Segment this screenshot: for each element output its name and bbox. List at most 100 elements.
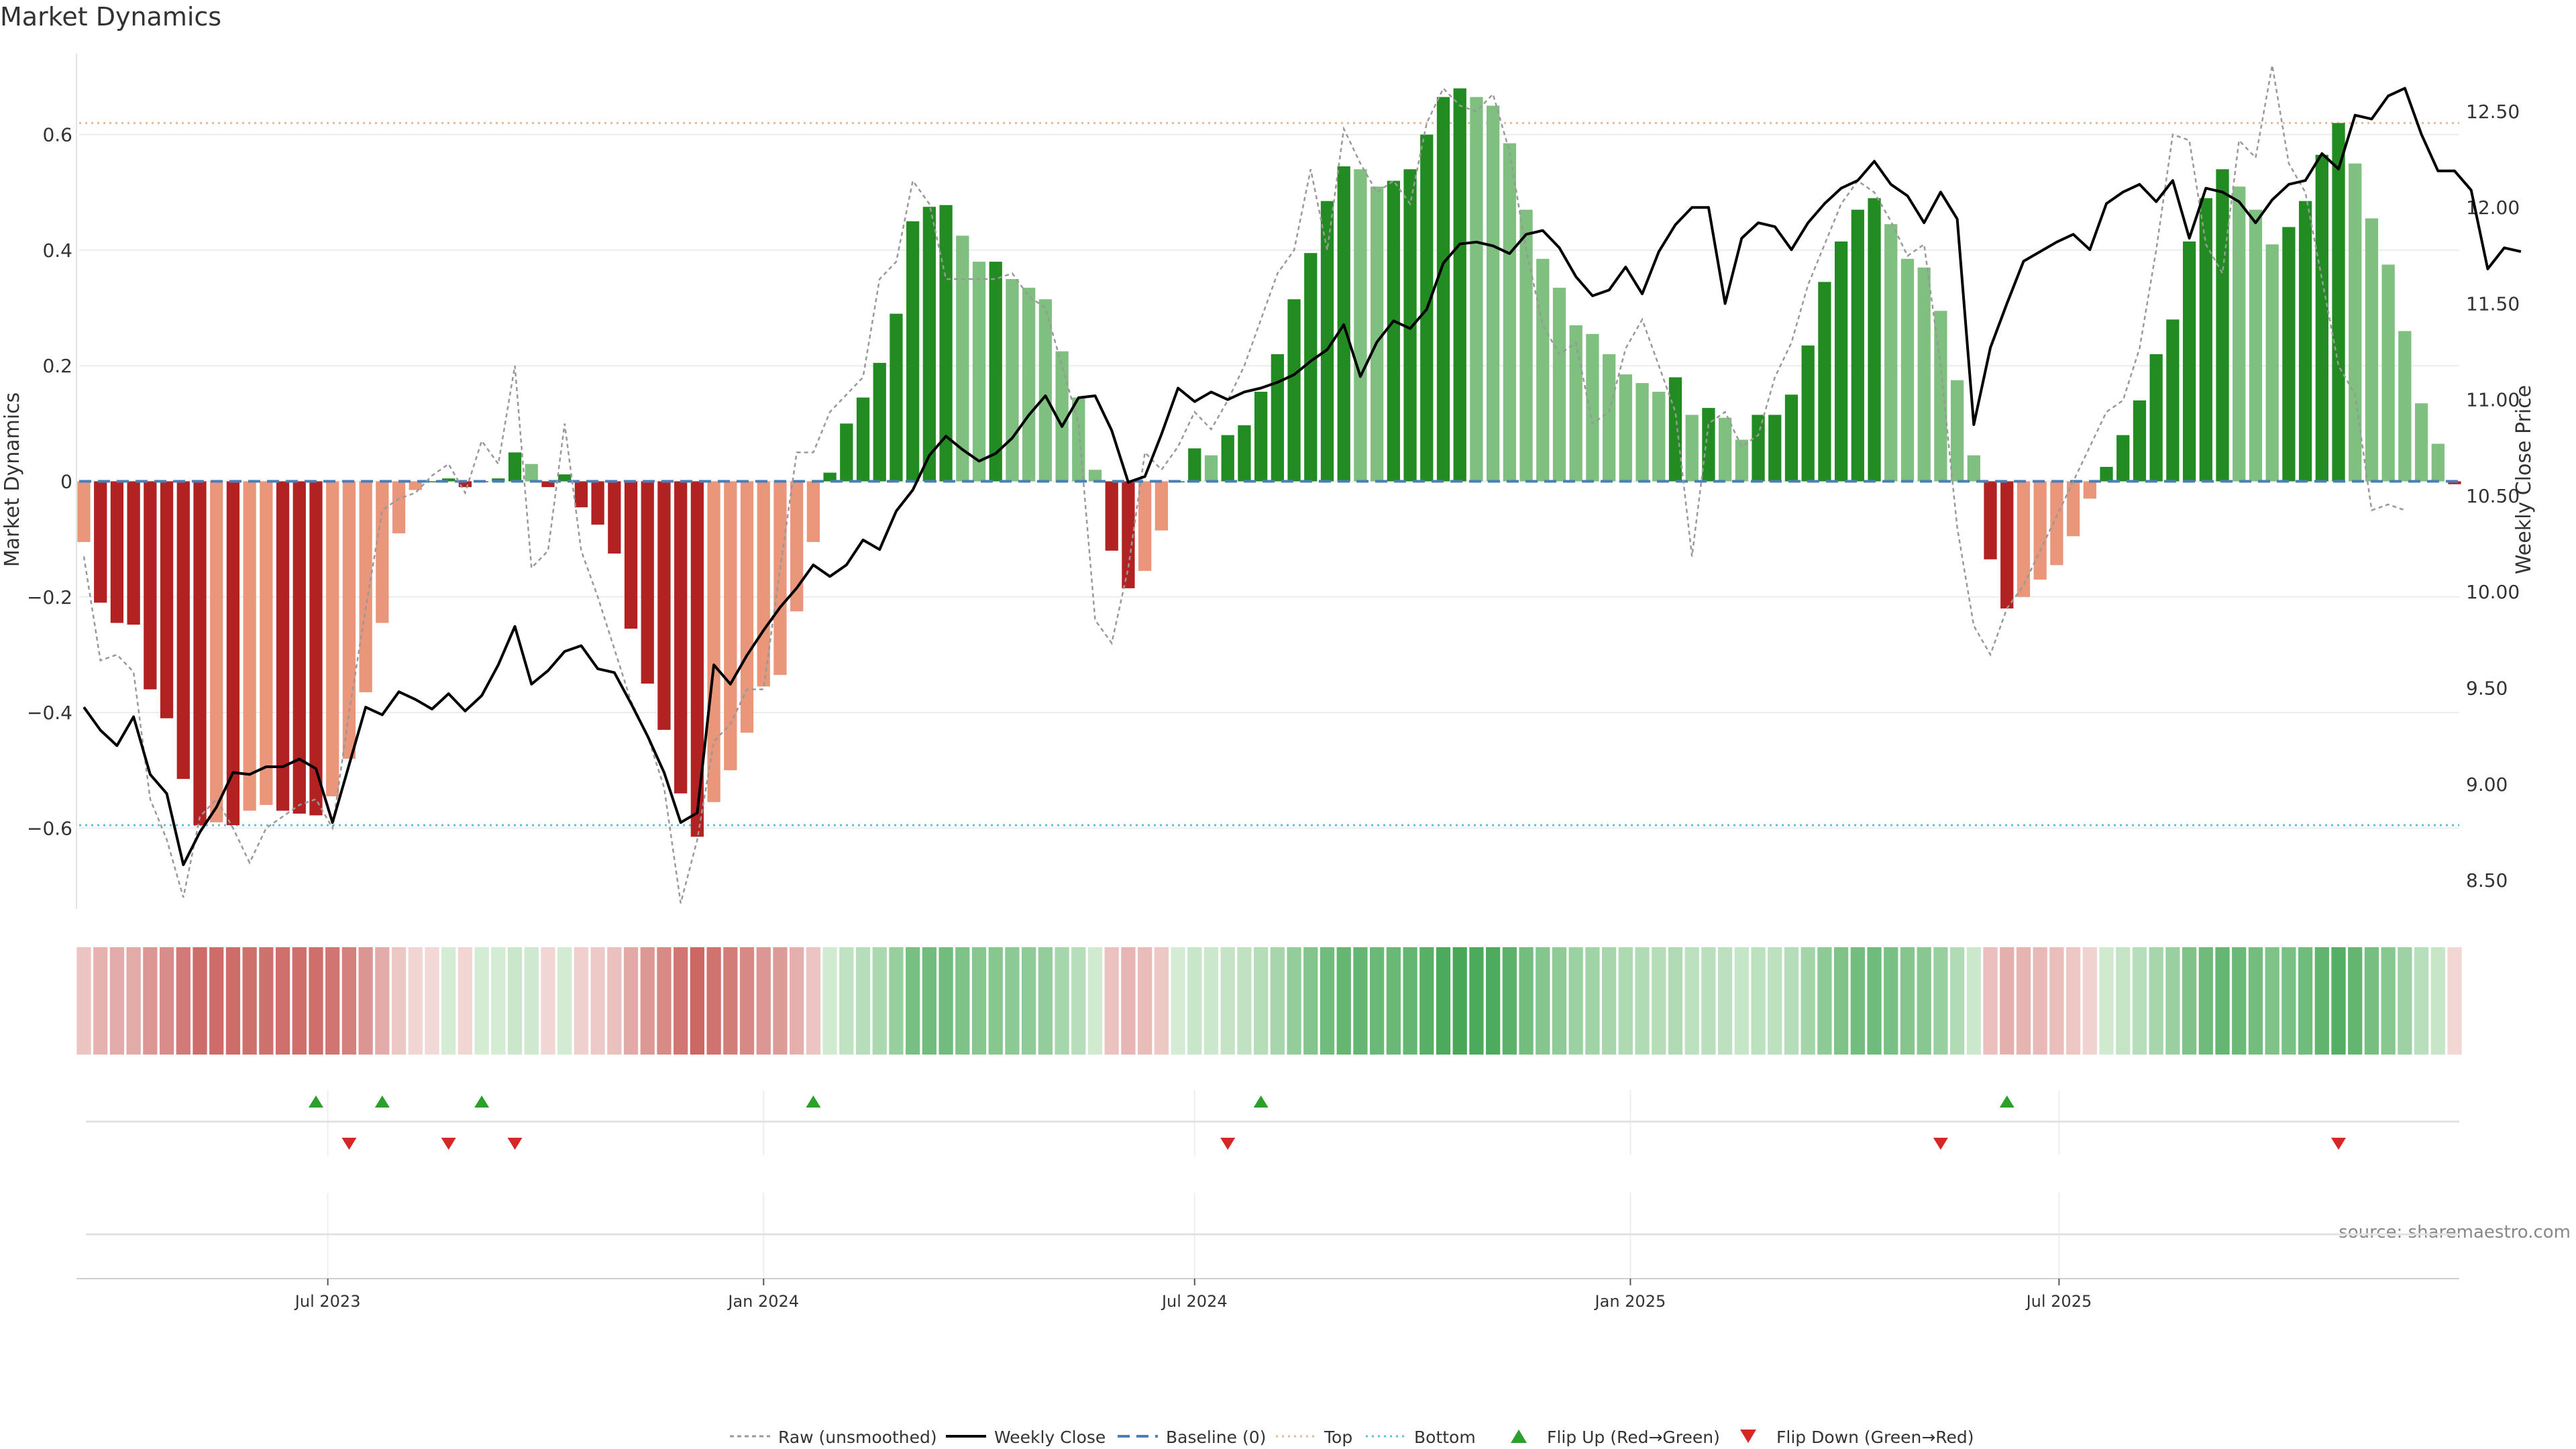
heat-strip-cell (507, 947, 523, 1055)
heat-strip-cell (143, 947, 158, 1055)
legend-swatch-flip-down (1740, 1430, 1756, 1443)
dynamics-bar (2448, 481, 2461, 484)
heat-strip-cell (1684, 947, 1699, 1055)
dynamics-bar (1718, 417, 1732, 482)
heat-strip-cell (1254, 947, 1269, 1055)
dynamics-bar (1536, 258, 1550, 482)
dynamics-bar (1967, 455, 1980, 482)
heat-strip-cell (391, 947, 407, 1055)
heat-strip-cell (607, 947, 622, 1055)
heat-strip-cell (1403, 947, 1417, 1055)
heat-strip-cell (2364, 947, 2379, 1055)
dynamics-bar (359, 481, 372, 692)
heat-strip-cell (1900, 947, 1915, 1055)
y2-axis-label: Weekly Close Price (2512, 385, 2536, 574)
dynamics-bar (690, 481, 704, 837)
dynamics-bar (591, 481, 604, 525)
heat-strip-cell (2000, 947, 2015, 1055)
heat-strip-cell (1055, 947, 1069, 1055)
heat-strip-cell (242, 947, 257, 1055)
heat-strip-cell (375, 947, 390, 1055)
heat-strip-cell (1220, 947, 1235, 1055)
heat-strip-cell (1801, 947, 1815, 1055)
dynamics-bar (1784, 394, 1799, 482)
dynamics-bar (2216, 169, 2229, 482)
heat-strip-cell (1833, 947, 1849, 1055)
heat-strip-cell (1436, 947, 1451, 1055)
dynamics-bar (707, 481, 720, 802)
heat-strip-cell (855, 947, 871, 1055)
heat-strip-cell (640, 947, 655, 1055)
dynamics-bar (1752, 415, 1765, 482)
y2-tick-label: 9.50 (2466, 678, 2508, 700)
dynamics-bar (1984, 481, 1997, 559)
dynamics-bar (840, 423, 853, 482)
heat-strip-cell (2198, 947, 2213, 1055)
heat-strip-cell (2149, 947, 2163, 1055)
heat-strip-cell (1138, 947, 1152, 1055)
heat-strip-cell (2414, 947, 2429, 1055)
dynamics-bar (1851, 209, 1864, 482)
y-tick-label: 0 (60, 471, 72, 493)
heat-strip-cell (176, 947, 191, 1055)
dynamics-bar (608, 481, 621, 554)
heat-strip-cell (906, 947, 920, 1055)
dynamics-bar (1387, 180, 1400, 482)
dynamics-bar (1006, 278, 1019, 482)
heat-strip-cell (1237, 947, 1252, 1055)
dynamics-bar (989, 262, 1002, 482)
heat-strip-cell (408, 947, 423, 1055)
heat-strip-cell (292, 947, 307, 1055)
dynamics-bar (2249, 209, 2263, 482)
dynamics-bar (1486, 105, 1500, 482)
dynamics-bar (442, 478, 455, 482)
y2-tick-label: 11.00 (2466, 389, 2520, 411)
flip-up-marker (1999, 1095, 2015, 1108)
heat-strip-cell (2033, 947, 2047, 1055)
dynamics-bar (558, 474, 572, 482)
y2-tick-label: 8.50 (2466, 869, 2508, 892)
y-axis-label: Market Dynamics (1, 392, 24, 568)
heat-strip-cell (1270, 947, 1285, 1055)
heat-strip-cell (1652, 947, 1666, 1055)
heat-strip-cell (1171, 947, 1185, 1055)
dynamics-bar (1072, 397, 1085, 482)
heat-strip-cell (1187, 947, 1202, 1055)
heat-strip-cell (2430, 947, 2445, 1055)
heat-strip-cell (1386, 947, 1401, 1055)
heat-strip-cell (557, 947, 572, 1055)
dynamics-bar (657, 481, 671, 730)
heat-strip-cell (889, 947, 904, 1055)
dynamics-bar (1088, 470, 1102, 482)
heat-strip-panel (76, 947, 2462, 1055)
flip-down-marker (341, 1138, 357, 1150)
dynamics-bar (2133, 400, 2147, 482)
dynamics-bar (1768, 415, 1782, 482)
dynamics-bar (1122, 481, 1135, 588)
dynamics-bar (856, 397, 870, 482)
dynamics-bar (873, 362, 886, 482)
heat-strip-cell (1784, 947, 1799, 1055)
heat-strip-cell (922, 947, 937, 1055)
heat-strip-cell (1370, 947, 1385, 1055)
dynamics-bar (1917, 267, 1931, 482)
heat-strip-cell (1884, 947, 1898, 1055)
heat-strip-cell (739, 947, 755, 1055)
heat-strip-cell (209, 947, 224, 1055)
heat-strip-cell (1734, 947, 1749, 1055)
heat-strip-cell (1751, 947, 1766, 1055)
dynamics-bar (1934, 311, 1947, 482)
dynamics-bar (1619, 374, 1632, 482)
flip-down-marker (1933, 1138, 1948, 1150)
heat-strip-cell (2099, 947, 2114, 1055)
dynamics-bar (2066, 481, 2080, 537)
dynamics-bar (1022, 287, 1036, 482)
x-tick-label: Jan 2024 (727, 1292, 799, 1311)
dynamics-bar (2282, 227, 2296, 482)
heat-strip-cell (1917, 947, 1931, 1055)
dynamics-bar (309, 481, 323, 816)
raw-unsmoothed-line (83, 64, 2406, 904)
legend-label: Bottom (1414, 1428, 1476, 1447)
dynamics-bar (1735, 439, 1748, 482)
heat-strip-cell (955, 947, 970, 1055)
